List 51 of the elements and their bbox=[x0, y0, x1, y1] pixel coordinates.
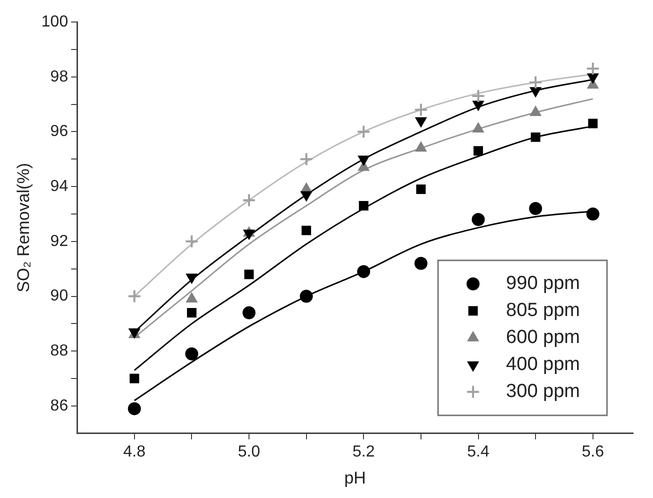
y-tick-label: 98 bbox=[50, 68, 68, 86]
legend-label: 805 ppm bbox=[506, 300, 580, 322]
point bbox=[128, 402, 141, 416]
x-tick-label: 5.6 bbox=[582, 443, 604, 460]
legend-label: 600 ppm bbox=[506, 327, 580, 348]
point bbox=[414, 256, 428, 270]
point bbox=[474, 146, 484, 156]
point bbox=[529, 202, 542, 215]
point bbox=[472, 212, 485, 226]
x-axis-title: pH bbox=[344, 468, 366, 488]
y-tick-label: 96 bbox=[50, 123, 68, 140]
x-tick-label: 5.2 bbox=[352, 443, 375, 460]
y-tick-label: 86 bbox=[50, 397, 68, 414]
point bbox=[587, 73, 599, 84]
y-tick-label: 88 bbox=[50, 342, 68, 360]
point bbox=[415, 142, 427, 152]
point bbox=[416, 184, 426, 194]
point bbox=[185, 347, 198, 360]
point bbox=[530, 132, 540, 142]
point bbox=[127, 289, 142, 304]
x-tick-label: 4.8 bbox=[123, 443, 146, 460]
point bbox=[356, 124, 371, 139]
y-axis-title: SO₂ Removal(%) bbox=[14, 162, 33, 292]
point bbox=[302, 226, 312, 236]
point bbox=[586, 207, 600, 220]
point bbox=[528, 75, 543, 90]
x-tick-label: 5.4 bbox=[467, 443, 490, 460]
point bbox=[244, 270, 254, 280]
point bbox=[299, 152, 314, 166]
point bbox=[186, 292, 198, 303]
point bbox=[186, 308, 196, 318]
point bbox=[530, 106, 542, 116]
y-tick-label: 94 bbox=[50, 178, 68, 195]
y-tick-label: 92 bbox=[50, 232, 68, 250]
point bbox=[300, 290, 313, 303]
y-tick-label: 100 bbox=[41, 13, 68, 30]
point bbox=[414, 102, 428, 117]
point bbox=[130, 374, 140, 384]
point bbox=[586, 62, 600, 76]
text: 5.0 bbox=[238, 443, 260, 460]
point bbox=[357, 265, 370, 278]
point bbox=[358, 201, 368, 210]
point bbox=[242, 306, 256, 320]
point bbox=[471, 89, 486, 104]
legend-label: 400 ppm bbox=[506, 354, 580, 376]
legend-label: 300 ppm bbox=[506, 381, 580, 402]
legend-label: 990 ppm bbox=[506, 273, 580, 294]
point bbox=[242, 193, 256, 208]
point bbox=[184, 234, 199, 248]
point bbox=[588, 118, 598, 128]
y-tick-label: 90 bbox=[50, 288, 68, 305]
